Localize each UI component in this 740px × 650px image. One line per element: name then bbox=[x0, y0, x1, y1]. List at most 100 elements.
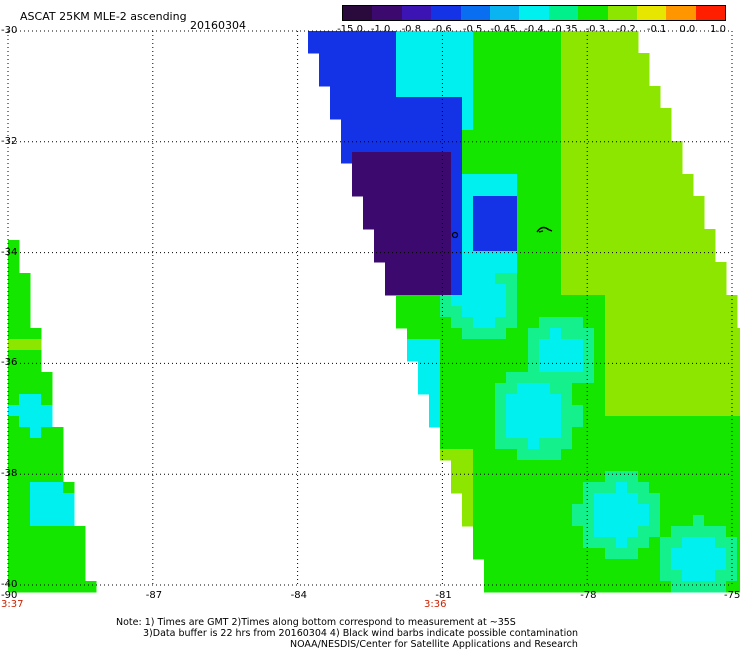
swath-cell bbox=[418, 383, 430, 395]
swath-cell bbox=[682, 372, 694, 384]
swath-cell bbox=[572, 295, 584, 307]
swath-cell bbox=[594, 306, 606, 318]
swath-cell bbox=[649, 438, 661, 450]
swath-cell bbox=[737, 515, 740, 527]
swath-cell bbox=[539, 515, 551, 527]
swath-cell bbox=[594, 471, 606, 483]
swath-cell bbox=[30, 416, 42, 428]
swath-cell bbox=[682, 295, 694, 307]
swath-cell bbox=[726, 427, 738, 439]
swath-cell bbox=[693, 339, 705, 351]
swath-cell bbox=[638, 163, 650, 175]
colorbar-label: 0.0 bbox=[679, 24, 696, 35]
swath-cell bbox=[462, 75, 474, 87]
swath-cell bbox=[693, 251, 705, 263]
swath-cell bbox=[693, 493, 705, 505]
swath-cell bbox=[561, 449, 573, 461]
swath-cell bbox=[561, 504, 573, 516]
swath-cell bbox=[517, 119, 529, 131]
swath-cell bbox=[638, 306, 650, 318]
swath-cell bbox=[671, 317, 683, 329]
swath-cell bbox=[605, 350, 617, 362]
swath-cell bbox=[473, 405, 485, 417]
swath-cell bbox=[726, 295, 738, 307]
swath-cell bbox=[440, 416, 452, 428]
swath-cell bbox=[440, 53, 452, 65]
swath-cell bbox=[385, 42, 397, 54]
swath-cell bbox=[572, 394, 584, 406]
swath-cell bbox=[605, 328, 617, 340]
swath-cell bbox=[473, 449, 485, 461]
swath-cell bbox=[528, 251, 540, 263]
swath-cell bbox=[363, 152, 375, 164]
swath-cell bbox=[715, 493, 727, 505]
swath-cell bbox=[539, 350, 551, 362]
swath-cell bbox=[594, 526, 606, 538]
swath-cell bbox=[737, 537, 740, 549]
swath-cell bbox=[594, 152, 606, 164]
swath-cell bbox=[517, 284, 529, 296]
swath-cell bbox=[660, 581, 672, 593]
swath-cell bbox=[396, 207, 408, 219]
swath-cell bbox=[19, 570, 31, 582]
swath-cell bbox=[429, 97, 441, 109]
swath-cell bbox=[605, 537, 617, 549]
swath-cell bbox=[682, 460, 694, 472]
swath-cell bbox=[561, 229, 573, 241]
swath-cell bbox=[572, 504, 584, 516]
swath-cell bbox=[19, 559, 31, 571]
swath-cell bbox=[8, 306, 20, 318]
swath-cell bbox=[726, 515, 738, 527]
swath-cell bbox=[605, 394, 617, 406]
swath-cell bbox=[396, 64, 408, 76]
swath-cell bbox=[671, 196, 683, 208]
swath-cell bbox=[462, 339, 474, 351]
swath-cell bbox=[528, 493, 540, 505]
swath-cell bbox=[682, 339, 694, 351]
swath-cell bbox=[539, 185, 551, 197]
swath-cell bbox=[341, 31, 353, 43]
swath-cell bbox=[319, 64, 331, 76]
swath-cell bbox=[462, 438, 474, 450]
swath-cell bbox=[462, 493, 474, 505]
colorbar-label: -15.0 bbox=[337, 24, 363, 35]
swath-data bbox=[8, 31, 740, 593]
swath-cell bbox=[682, 515, 694, 527]
swath-cell bbox=[506, 394, 518, 406]
swath-cell bbox=[638, 75, 650, 87]
swath-cell bbox=[451, 207, 463, 219]
swath-cell bbox=[462, 207, 474, 219]
swath-cell bbox=[407, 141, 419, 153]
swath-cell bbox=[528, 449, 540, 461]
swath-cell bbox=[473, 328, 485, 340]
swath-cell bbox=[440, 196, 452, 208]
swath-cell bbox=[572, 207, 584, 219]
swath-cell bbox=[594, 548, 606, 560]
swath-cell bbox=[583, 438, 595, 450]
swath-cell bbox=[539, 119, 551, 131]
swath-cell bbox=[495, 493, 507, 505]
swath-cell bbox=[550, 174, 562, 186]
swath-cell bbox=[330, 64, 342, 76]
swath-cell bbox=[693, 273, 705, 285]
swath-cell bbox=[451, 64, 463, 76]
swath-cell bbox=[484, 42, 496, 54]
swath-cell bbox=[396, 196, 408, 208]
swath-cell bbox=[616, 449, 628, 461]
swath-cell bbox=[407, 97, 419, 109]
swath-cell bbox=[649, 383, 661, 395]
swath-cell bbox=[429, 86, 441, 98]
swath-cell bbox=[561, 416, 573, 428]
swath-cell bbox=[704, 416, 716, 428]
swath-cell bbox=[627, 42, 639, 54]
swath-cell bbox=[473, 119, 485, 131]
swath-cell bbox=[583, 141, 595, 153]
swath-cell bbox=[418, 372, 430, 384]
swath-cell bbox=[407, 64, 419, 76]
swath-cell bbox=[352, 75, 364, 87]
swath-cell bbox=[30, 526, 42, 538]
swath-cell bbox=[660, 262, 672, 274]
swath-cell bbox=[429, 383, 441, 395]
swath-cell bbox=[583, 284, 595, 296]
swath-cell bbox=[704, 372, 716, 384]
